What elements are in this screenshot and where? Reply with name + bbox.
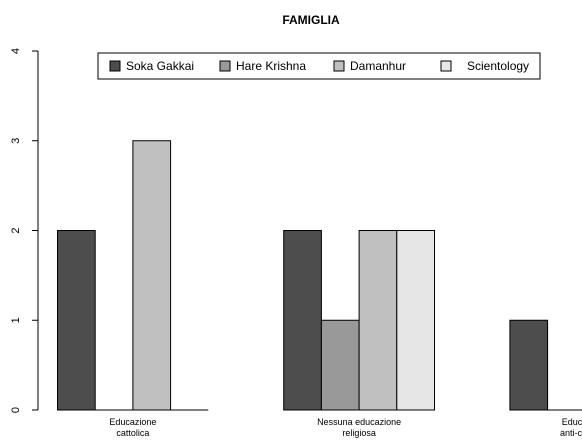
bar-hare-krishna-1 <box>320 319 360 411</box>
bar-soka-gakkai-0 <box>57 230 96 411</box>
y-tick-label: 0 <box>10 407 22 413</box>
y-tick-label: 4 <box>10 48 22 54</box>
x-category-label: anti-cattolica <box>560 428 582 438</box>
legend-swatch-soka-gakkai <box>109 60 121 72</box>
chart-title: FAMIGLIA <box>282 13 340 27</box>
bar-soka-gakkai-2 <box>509 319 549 411</box>
x-category-label: religiosa <box>342 428 376 438</box>
x-category-label: Nessuna educazione <box>317 417 401 427</box>
legend-swatch-scientology <box>440 60 452 72</box>
y-tick-label: 1 <box>10 317 22 323</box>
legend-label: Scientology <box>467 59 529 73</box>
y-axis: 0 1 2 3 4 <box>10 48 39 413</box>
legend-label: Hare Krishna <box>236 59 306 73</box>
bars <box>57 140 549 411</box>
legend: Soka Gakkai Hare Krishna Damanhur Scientolo… <box>97 52 541 80</box>
bar-damanhur-1 <box>358 230 398 411</box>
legend-label: Soka Gakkai <box>126 59 194 73</box>
x-category-label: cattolica <box>116 428 149 438</box>
y-tick-label: 2 <box>10 227 22 233</box>
x-category-label: Educazione <box>109 417 156 427</box>
x-category-label: Educazione <box>562 417 582 427</box>
bar-scientology-1 <box>396 230 435 411</box>
bar-soka-gakkai-1 <box>283 230 322 411</box>
y-tick-label: 3 <box>10 138 22 144</box>
legend-box <box>97 52 541 80</box>
legend-swatch-hare-krishna <box>219 60 231 72</box>
bar-damanhur-0 <box>132 140 172 411</box>
legend-label: Damanhur <box>350 59 406 73</box>
legend-swatch-damanhur <box>333 60 345 72</box>
